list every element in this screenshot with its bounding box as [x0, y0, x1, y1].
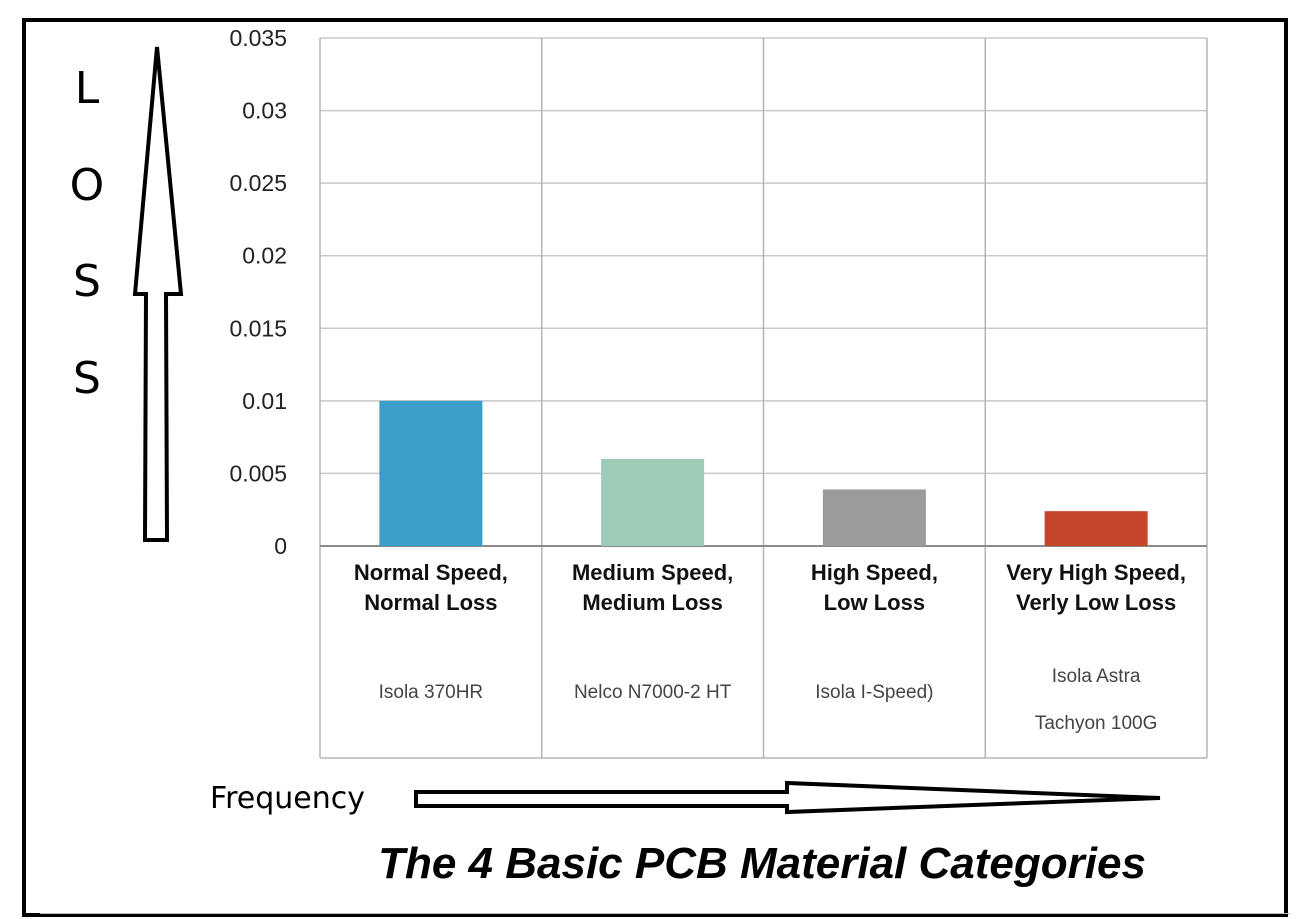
loss-letter: S — [73, 353, 101, 404]
frequency-label: Frequency — [210, 781, 365, 816]
category-label-line2: Normal Loss — [364, 590, 497, 615]
loss-letter: O — [70, 160, 105, 211]
y-tick-label: 0.01 — [242, 388, 287, 414]
material-name: Isola Astra — [1052, 666, 1141, 687]
bar-1 — [379, 400, 483, 546]
y-tick-label: 0.015 — [229, 315, 287, 341]
material-name: Isola 370HR — [379, 682, 484, 703]
y-tick-label: 0 — [274, 533, 287, 559]
category-label-line2: Verly Low Loss — [1016, 590, 1176, 615]
frequency-arrow-icon — [414, 780, 1161, 815]
bar-3 — [822, 489, 926, 546]
figure-frame — [22, 18, 1288, 917]
y-tick-label: 0.02 — [242, 243, 287, 269]
category-labels: Normal Speed, Normal Loss Isola 370HR Mediu… — [354, 560, 1186, 734]
loss-letter: L — [75, 63, 100, 114]
loss-letter: S — [73, 256, 101, 307]
y-ticks: 0 0.005 0.01 0.015 0.02 0.025 0.03 0.035 — [229, 25, 287, 559]
category-label-line1: Medium Speed, — [572, 560, 733, 585]
chart-title: The 4 Basic PCB Material Categories — [378, 839, 1146, 888]
category-label-line1: Very High Speed, — [1006, 560, 1186, 585]
material-name: Tachyon 100G — [1035, 713, 1158, 734]
grid — [319, 37, 1208, 759]
material-name: Isola I-Speed) — [815, 682, 933, 703]
category-label-line2: Low Loss — [824, 590, 925, 615]
y-tick-label: 0.005 — [229, 460, 287, 486]
bars — [379, 400, 1148, 546]
bar-2 — [601, 458, 705, 546]
y-tick-label: 0.03 — [242, 98, 287, 124]
bottom-rule — [40, 913, 1290, 914]
bar-4 — [1044, 511, 1148, 546]
category-label-line1: High Speed, — [811, 560, 938, 585]
material-name: Nelco N7000-2 HT — [574, 682, 732, 703]
y-tick-label: 0.025 — [229, 170, 287, 196]
category-label-line1: Normal Speed, — [354, 560, 508, 585]
y-tick-label: 0.035 — [229, 25, 287, 51]
loss-arrow-icon — [132, 46, 184, 542]
category-label-line2: Medium Loss — [582, 590, 723, 615]
